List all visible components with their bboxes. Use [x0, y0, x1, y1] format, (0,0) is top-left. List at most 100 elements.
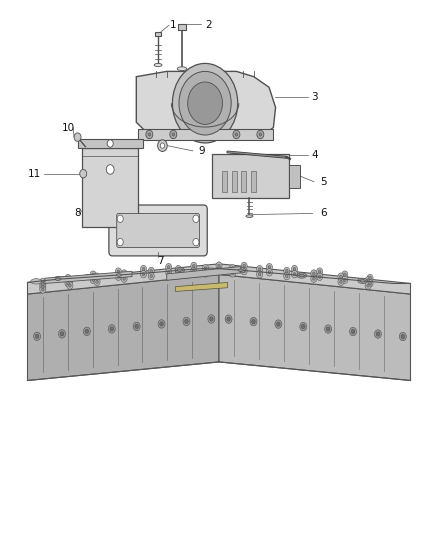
- FancyBboxPatch shape: [78, 139, 143, 148]
- Circle shape: [158, 140, 167, 151]
- Circle shape: [142, 272, 145, 276]
- Circle shape: [338, 278, 344, 286]
- Text: 3: 3: [311, 92, 318, 102]
- Circle shape: [90, 271, 96, 278]
- Ellipse shape: [83, 274, 94, 280]
- Ellipse shape: [154, 63, 162, 67]
- FancyBboxPatch shape: [232, 171, 237, 192]
- Text: 1: 1: [170, 20, 177, 30]
- Text: 9: 9: [198, 146, 205, 156]
- Circle shape: [376, 332, 380, 336]
- Circle shape: [218, 269, 220, 272]
- Circle shape: [146, 130, 153, 139]
- Circle shape: [367, 284, 369, 287]
- Circle shape: [92, 273, 95, 276]
- Ellipse shape: [238, 269, 244, 271]
- Circle shape: [208, 314, 215, 323]
- Ellipse shape: [299, 274, 304, 277]
- Polygon shape: [28, 264, 410, 294]
- FancyBboxPatch shape: [82, 148, 138, 227]
- Circle shape: [179, 71, 231, 135]
- Circle shape: [350, 327, 357, 336]
- Circle shape: [80, 169, 87, 178]
- FancyBboxPatch shape: [117, 214, 199, 247]
- Circle shape: [34, 332, 41, 341]
- Circle shape: [365, 277, 371, 284]
- Circle shape: [167, 265, 170, 269]
- Circle shape: [65, 279, 71, 287]
- Circle shape: [96, 280, 99, 284]
- Ellipse shape: [360, 279, 365, 282]
- Circle shape: [40, 281, 46, 288]
- Circle shape: [257, 130, 264, 139]
- Circle shape: [123, 272, 125, 275]
- Circle shape: [202, 270, 208, 277]
- Circle shape: [343, 273, 346, 276]
- Circle shape: [40, 278, 46, 286]
- Circle shape: [177, 273, 180, 276]
- Circle shape: [343, 278, 346, 281]
- Circle shape: [67, 282, 73, 289]
- Circle shape: [69, 279, 71, 282]
- Ellipse shape: [57, 277, 68, 282]
- Circle shape: [191, 262, 197, 270]
- Circle shape: [293, 272, 296, 276]
- Circle shape: [115, 268, 121, 275]
- Circle shape: [252, 319, 255, 324]
- Circle shape: [193, 270, 195, 273]
- Circle shape: [121, 275, 127, 282]
- FancyBboxPatch shape: [289, 165, 300, 188]
- Circle shape: [399, 332, 406, 341]
- Circle shape: [231, 272, 234, 275]
- Circle shape: [106, 165, 114, 174]
- Circle shape: [150, 274, 152, 278]
- Circle shape: [167, 271, 170, 274]
- Circle shape: [193, 215, 199, 222]
- Ellipse shape: [236, 268, 246, 273]
- Circle shape: [94, 278, 100, 286]
- Circle shape: [158, 320, 165, 328]
- Circle shape: [85, 329, 88, 334]
- Circle shape: [160, 143, 165, 148]
- Circle shape: [60, 332, 64, 336]
- Circle shape: [94, 273, 100, 280]
- Circle shape: [369, 281, 371, 285]
- Circle shape: [108, 325, 115, 333]
- Ellipse shape: [175, 268, 185, 273]
- Circle shape: [241, 262, 247, 270]
- Circle shape: [117, 275, 120, 278]
- Circle shape: [258, 273, 261, 276]
- Circle shape: [177, 268, 180, 271]
- Ellipse shape: [55, 278, 60, 280]
- Circle shape: [148, 133, 151, 136]
- Circle shape: [301, 325, 305, 329]
- Circle shape: [92, 278, 95, 281]
- Circle shape: [313, 272, 315, 275]
- Polygon shape: [219, 274, 410, 381]
- Circle shape: [65, 274, 71, 282]
- Ellipse shape: [114, 272, 124, 278]
- Circle shape: [230, 270, 236, 277]
- Circle shape: [110, 327, 113, 331]
- Circle shape: [117, 270, 120, 273]
- Circle shape: [339, 280, 342, 284]
- Circle shape: [284, 272, 290, 280]
- Circle shape: [148, 267, 154, 274]
- Circle shape: [286, 269, 288, 272]
- Circle shape: [175, 271, 181, 278]
- Circle shape: [166, 269, 172, 276]
- Circle shape: [286, 274, 288, 278]
- Circle shape: [173, 63, 238, 143]
- Circle shape: [338, 273, 344, 280]
- Circle shape: [317, 268, 323, 275]
- Ellipse shape: [53, 277, 63, 282]
- Circle shape: [185, 319, 188, 324]
- FancyBboxPatch shape: [178, 24, 186, 30]
- Circle shape: [293, 268, 296, 271]
- Circle shape: [67, 277, 69, 280]
- Circle shape: [291, 270, 297, 278]
- FancyBboxPatch shape: [251, 171, 256, 192]
- Circle shape: [40, 286, 46, 293]
- Circle shape: [175, 265, 181, 273]
- FancyBboxPatch shape: [241, 171, 247, 192]
